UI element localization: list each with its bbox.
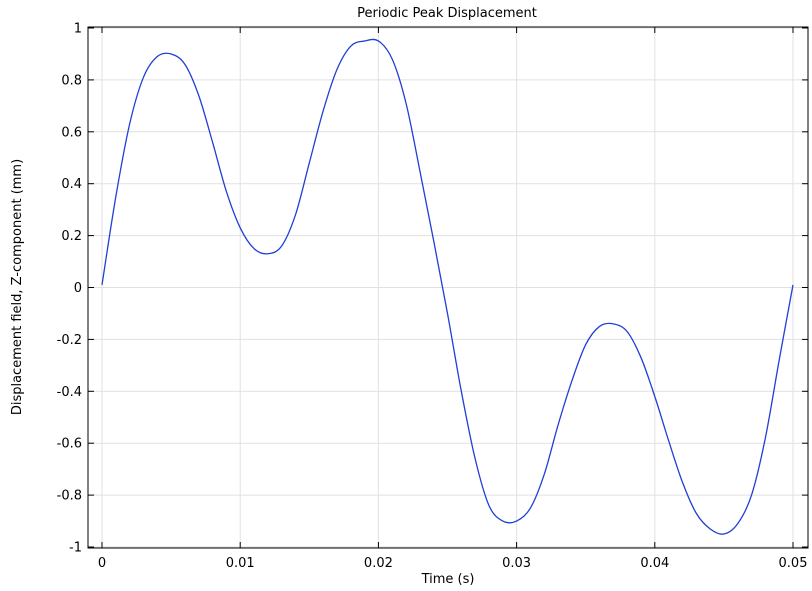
y-tick-label: 0 [74, 281, 82, 296]
tick-labels: 0 0.01 0.02 0.03 0.04 0.05 -1 -0.8 -0.6 -0.4 -0.2 0… [57, 22, 808, 572]
y-tick-label: 0.4 [61, 177, 82, 192]
y-tick-label: -0.2 [57, 333, 82, 348]
plot-frame [87, 26, 809, 549]
y-tick-label: -1 [69, 541, 82, 556]
x-tick-label: 0.03 [502, 556, 531, 571]
y-tick-label: -0.4 [57, 385, 82, 400]
y-tick-label: -0.8 [57, 489, 82, 504]
y-tick-label: -0.6 [57, 437, 82, 452]
x-tick-label: 0.05 [779, 556, 808, 571]
y-tick-label: 0.6 [61, 125, 82, 140]
y-tick-label: 0.8 [61, 73, 82, 88]
x-axis-label: Time (s) [421, 572, 475, 587]
x-tick-label: 0.04 [640, 556, 669, 571]
chart-title: Periodic Peak Displacement [357, 6, 537, 21]
y-tick-label: 1 [74, 22, 82, 37]
x-tick-label: 0.01 [226, 556, 255, 571]
axis-ticks [88, 27, 808, 548]
series-group [101, 38, 794, 535]
y-axis-label: Displacement field, Z-component (mm) [10, 159, 25, 415]
x-tick-label: 0 [98, 556, 106, 571]
y-tick-label: 0.2 [61, 229, 82, 244]
x-tick-label: 0.02 [364, 556, 393, 571]
series-line [101, 38, 794, 535]
gridlines [88, 27, 808, 548]
